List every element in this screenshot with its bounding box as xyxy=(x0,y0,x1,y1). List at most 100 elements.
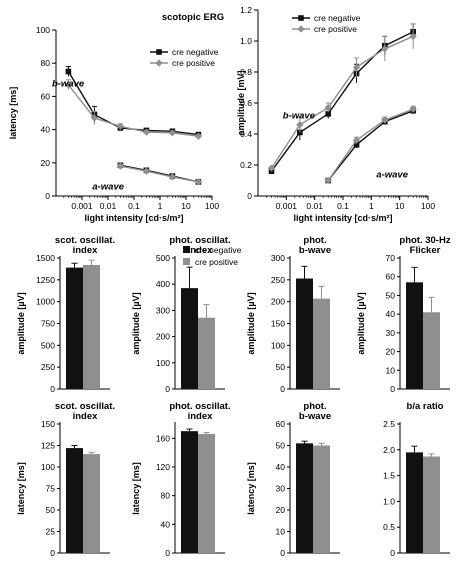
bar-legend-label-positive: cre positive xyxy=(195,257,238,267)
amplitude-x-tick-label: 0.01 xyxy=(306,201,323,211)
amplitude-x-tick-label: 0.1 xyxy=(337,201,349,211)
ba-ratio-title-line1: b/a ratio xyxy=(407,401,444,412)
latency-point xyxy=(116,162,125,170)
latency-series-b-wave-negative xyxy=(65,66,202,138)
phot-bwave-amp-bar-negative xyxy=(296,278,313,389)
latency-series-b-wave-positive xyxy=(64,79,203,140)
latency-y-axis-label: latency [ms] xyxy=(8,87,18,140)
scot-osc-lat-y-axis-label: latency [ms] xyxy=(16,462,26,515)
latency-legend-marker xyxy=(155,59,163,67)
scot-osc-amp-bar-positive xyxy=(83,264,100,389)
amplitude-point xyxy=(352,136,361,144)
latency-x-tick-label: 0.01 xyxy=(100,201,117,211)
amplitude-x-axis-label: light intensity [cd·s/m²] xyxy=(294,213,393,223)
phot-flicker-amp-y-tick-label: 10 xyxy=(386,365,396,375)
phot-osc-amp-bar-negative xyxy=(181,288,198,389)
phot-bwave-amp-y-tick-label: 200 xyxy=(271,297,285,307)
amplitude-y-tick-label: 0 xyxy=(247,191,252,201)
amplitude-y-tick-label: 0.6 xyxy=(240,98,252,108)
latency-series-line xyxy=(67,84,199,137)
phot-osc-amp-y-tick-label: 300 xyxy=(156,305,170,315)
amplitude-chart: 0.001 0.01 0.1 1 10 100 0 0.2 0.4 0.6 0.8 1.0 1.2 lig… xyxy=(236,5,435,223)
phot-bwave-lat-y-tick-label: 20 xyxy=(276,505,286,515)
scot-osc-amp-title-line2: index xyxy=(73,245,99,256)
ba-ratio-y-tick-label: 1.0 xyxy=(383,496,395,506)
latency-point xyxy=(142,128,151,136)
latency-x-tick-label: 1 xyxy=(158,201,163,211)
phot-bwave-amp-chart: 0 50 100 150 200 250 300 amplitude [µV] phot.b-w… xyxy=(246,235,340,394)
scot-osc-amp-title-line1: scot. oscillat. xyxy=(55,235,115,246)
phot-osc-lat-y-tick-label: 120 xyxy=(156,462,170,472)
amplitude-y-tick-label: 1.0 xyxy=(240,36,252,46)
phot-bwave-lat-title-line1: phot. xyxy=(303,401,326,412)
amplitude-y-tick-label: 0.8 xyxy=(240,67,252,77)
amplitude-x-tick-label: 1 xyxy=(369,201,374,211)
amplitude-point xyxy=(409,105,417,113)
scot-osc-lat-title-line2: index xyxy=(73,411,99,422)
phot-bwave-amp-bar-positive xyxy=(313,298,330,389)
latency-point xyxy=(194,178,203,186)
latency-legend-label: cre negative xyxy=(172,47,219,57)
phot-bwave-lat-y-tick-label: 40 xyxy=(276,462,286,472)
amplitude-point xyxy=(353,142,360,148)
amplitude-annotation-b-wave: b-wave xyxy=(283,111,316,122)
amplitude-x-tick-label: 0.001 xyxy=(276,201,298,211)
phot-bwave-lat-y-tick-label: 30 xyxy=(276,484,286,494)
phot-flicker-amp-bar-positive xyxy=(423,312,440,389)
scot-osc-lat-chart: 0 25 50 75 100 125 150 latency [ms] scot. oscill… xyxy=(16,401,115,558)
phot-flicker-amp-y-tick-label: 20 xyxy=(386,347,396,357)
phot-osc-lat-title-line1: phot. oscillat. xyxy=(169,401,230,412)
phot-flicker-amp-y-tick-label: 0 xyxy=(390,384,395,394)
phot-osc-lat-y-axis-label: latency [ms] xyxy=(131,462,141,515)
latency-x-tick-label: 0.1 xyxy=(128,201,140,211)
phot-osc-lat-chart: 0 40 80 120 160 latency [ms] phot. oscillat.in… xyxy=(131,401,231,558)
scot-osc-lat-title-line1: scot. oscillat. xyxy=(55,401,115,412)
latency-point xyxy=(168,129,177,137)
latency-series-line xyxy=(67,71,199,136)
amplitude-series-b-wave-positive xyxy=(267,23,417,172)
amplitude-legend-label: cre negative xyxy=(314,13,361,23)
scot-osc-lat-y-tick-label: 150 xyxy=(41,419,55,429)
phot-bwave-lat-y-tick-label: 0 xyxy=(280,548,285,558)
phot-bwave-amp-y-axis-label: amplitude [µV] xyxy=(246,292,256,354)
ba-ratio-y-tick-label: 1.5 xyxy=(383,471,395,481)
latency-annotation-a-wave: a-wave xyxy=(92,181,124,192)
figure-title: scotopic ERG xyxy=(162,12,224,23)
amplitude-y-tick-label: 0.4 xyxy=(240,129,252,139)
amplitude-point xyxy=(267,164,276,172)
bar-legend: cre negative cre positive xyxy=(183,245,242,267)
scot-osc-lat-y-tick-label: 75 xyxy=(46,484,56,494)
scot-osc-lat-y-tick-label: 0 xyxy=(50,548,55,558)
scot-osc-amp-y-tick-label: 750 xyxy=(41,319,55,329)
phot-bwave-amp-y-tick-label: 0 xyxy=(280,384,285,394)
scot-osc-lat-y-tick-label: 125 xyxy=(41,441,55,451)
scot-osc-amp-y-tick-label: 1500 xyxy=(36,253,55,263)
phot-bwave-amp-y-tick-label: 250 xyxy=(271,275,285,285)
amplitude-point xyxy=(381,45,389,53)
phot-osc-lat-bar-positive xyxy=(198,434,215,553)
phot-osc-amp-y-axis-label: amplitude [µV] xyxy=(131,292,141,354)
amplitude-series-b-wave-negative xyxy=(268,23,416,174)
scot-osc-amp-y-axis-label: amplitude [µV] xyxy=(16,292,26,354)
latency-chart: 0.001 0.01 0.1 1 10 100 0 20 40 60 80 100 light inte… xyxy=(8,25,219,223)
ba-ratio-chart: 0 0.5 1.0 1.5 2.0 2.5 b/a ratio xyxy=(383,401,450,558)
phot-osc-lat-y-tick-label: 80 xyxy=(161,491,171,501)
phot-flicker-amp-title-line2: Flicker xyxy=(410,245,441,256)
phot-bwave-lat-y-tick-label: 10 xyxy=(276,527,286,537)
phot-osc-lat-y-tick-label: 40 xyxy=(161,519,171,529)
phot-flicker-amp-y-tick-label: 30 xyxy=(386,328,396,338)
scot-osc-lat-y-tick-label: 25 xyxy=(46,527,56,537)
latency-point xyxy=(65,68,72,75)
latency-x-tick-label: 100 xyxy=(205,201,219,211)
phot-osc-amp-chart: 0 100 200 300 400 500 amplitude [µV] phot. osci… xyxy=(131,235,231,394)
amplitude-point xyxy=(325,111,331,117)
ba-ratio-y-tick-label: 0 xyxy=(390,548,395,558)
latency-point xyxy=(168,173,177,181)
amplitude-series-line xyxy=(270,35,414,169)
latency-legend-label: cre positive xyxy=(172,58,215,68)
scot-osc-amp-y-tick-label: 1250 xyxy=(36,275,55,285)
scot-osc-lat-y-tick-label: 100 xyxy=(41,462,55,472)
ba-ratio-bar-negative xyxy=(406,452,423,553)
phot-bwave-amp-y-tick-label: 300 xyxy=(271,253,285,263)
